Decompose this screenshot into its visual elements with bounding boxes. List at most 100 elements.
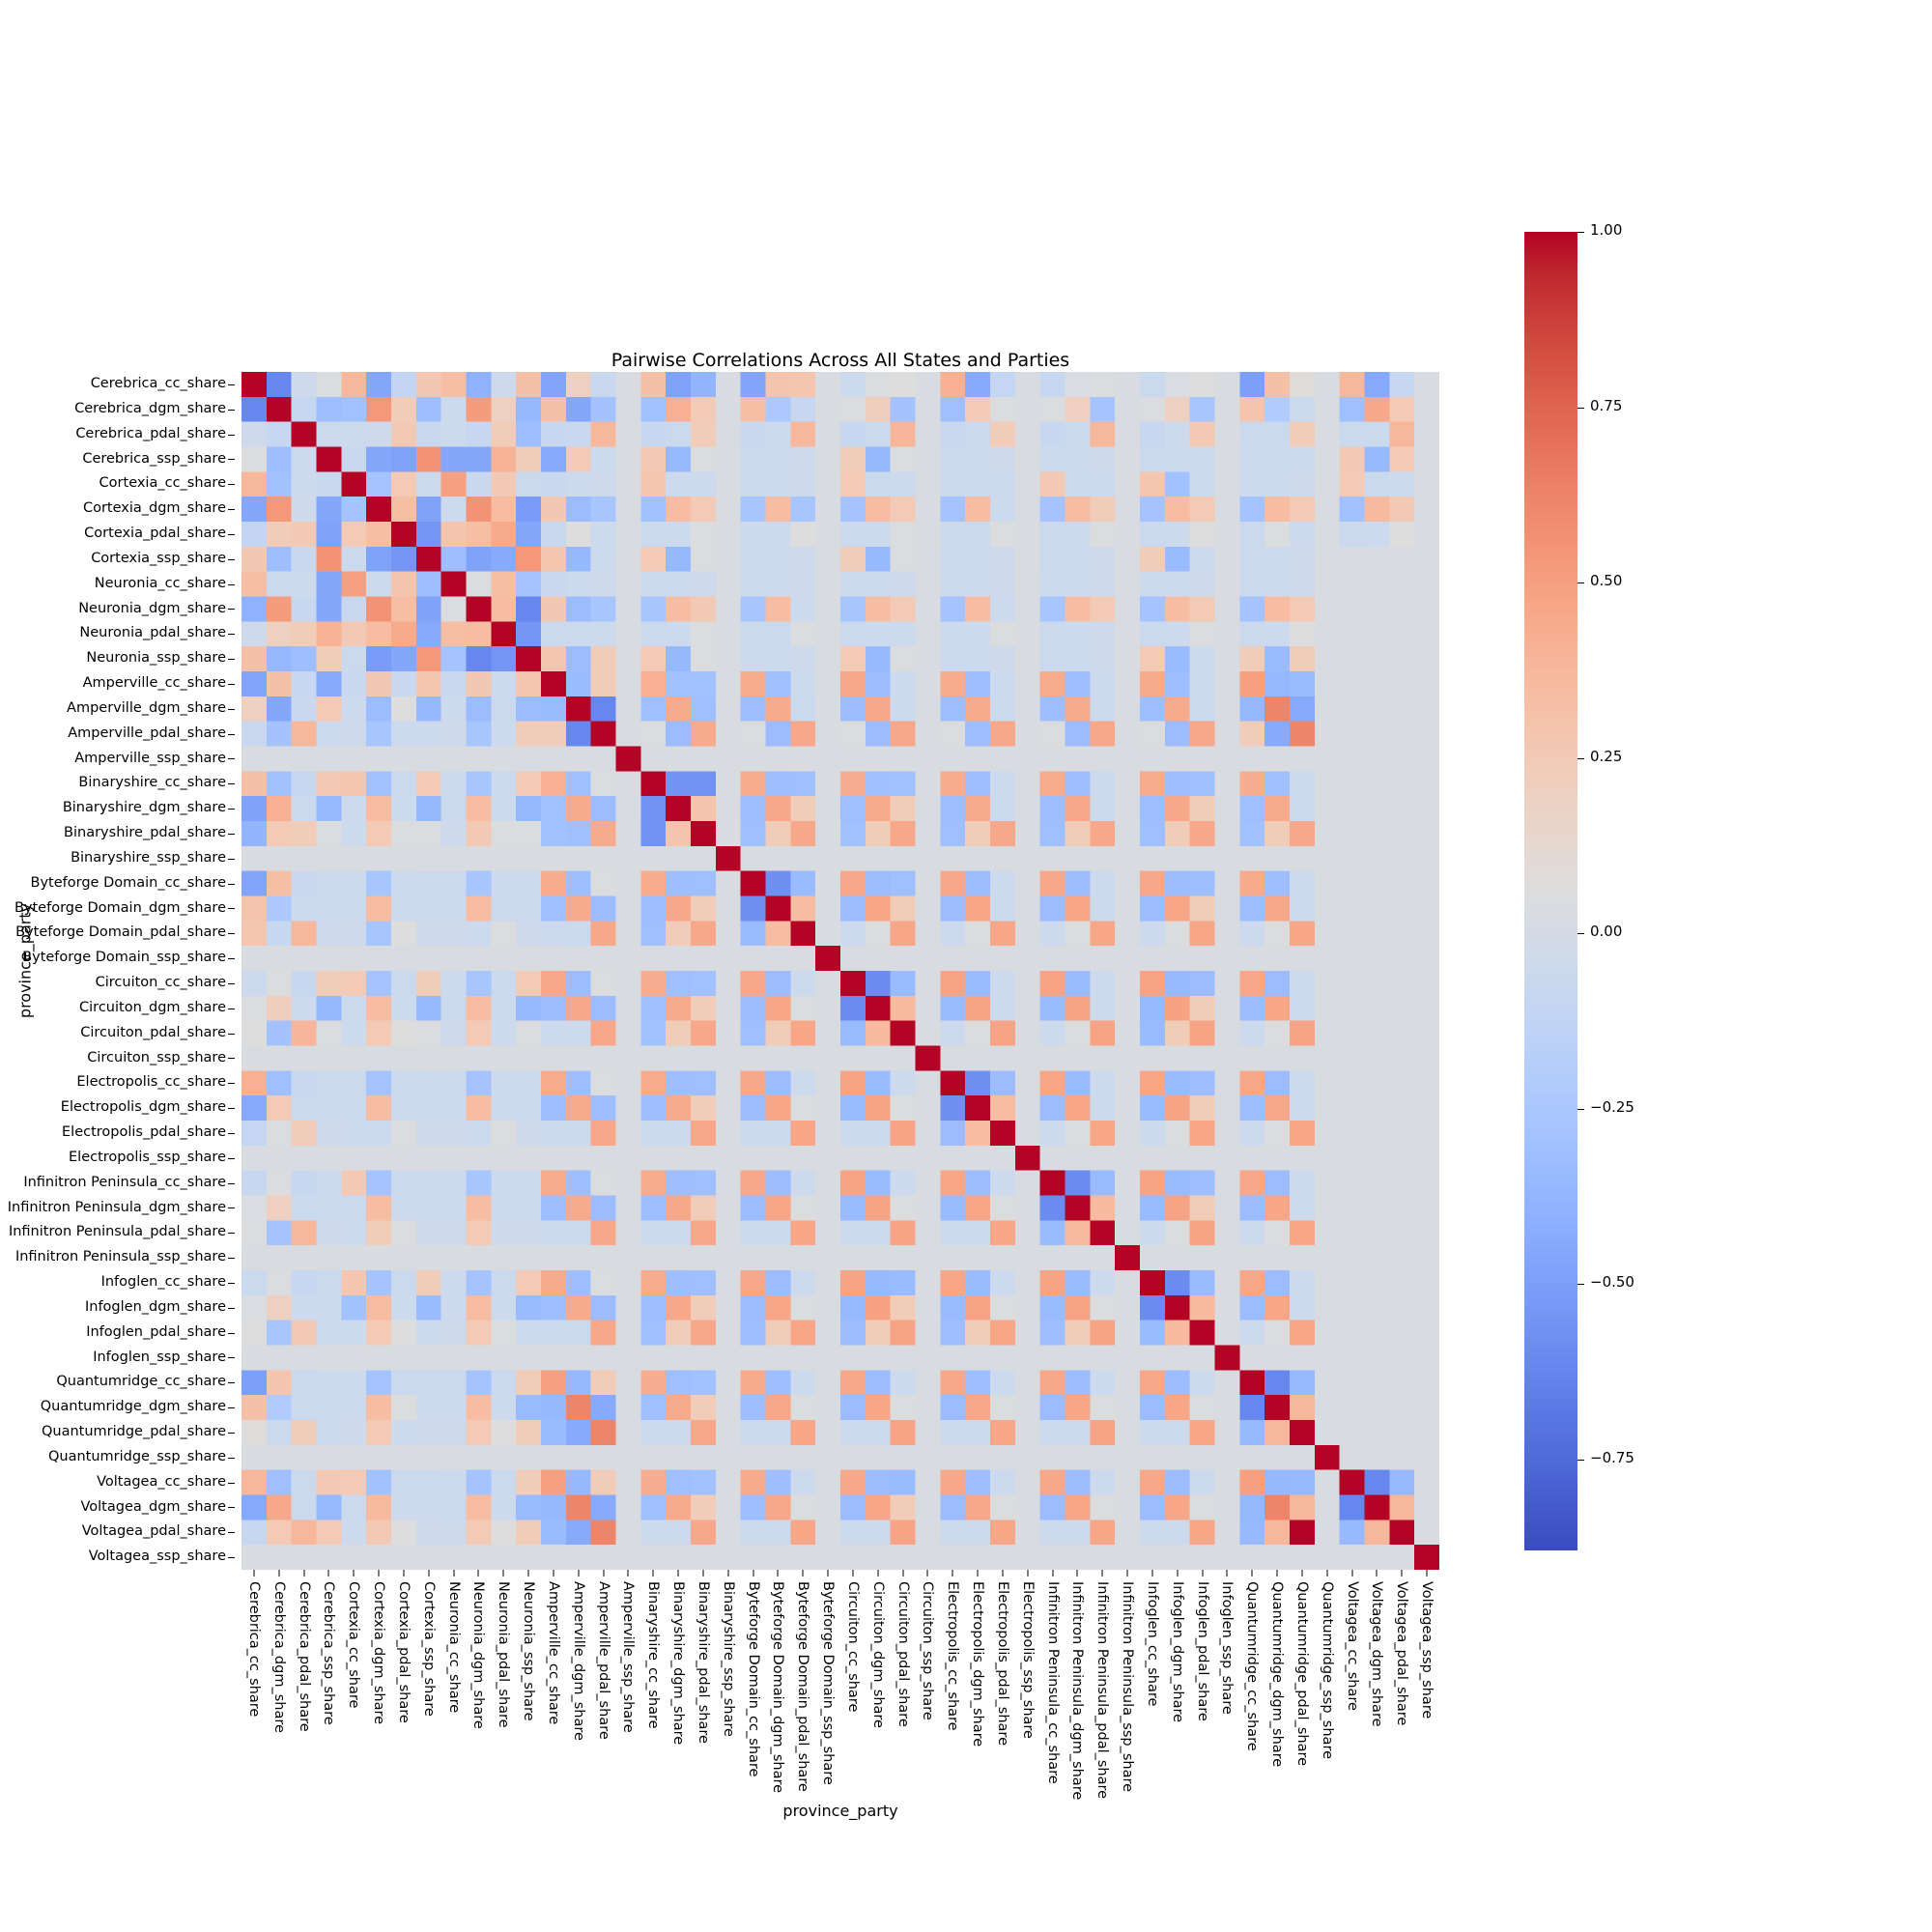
y-tick-mark [228, 809, 235, 810]
x-tick-mark [453, 1570, 455, 1577]
x-tick-label: Amperville_pdal_share [595, 1581, 611, 1740]
x-tick-label: Quantumridge_dgm_share [1269, 1581, 1286, 1768]
y-tick-label: Binaryshire_ssp_share [71, 849, 226, 866]
colorbar [1524, 232, 1577, 1550]
y-tick-mark [228, 1457, 235, 1459]
x-tick-group: Circuiton_dgm_share [866, 1570, 891, 1802]
colorbar-tick-label: 0.50 [1590, 572, 1623, 590]
x-tick-label: Voltagea_dgm_share [1369, 1581, 1385, 1727]
x-tick-mark [1376, 1570, 1378, 1577]
x-tick-mark [1101, 1570, 1103, 1577]
x-tick-label: Infinitron Peninsula_pdal_share [1094, 1581, 1111, 1800]
colorbar-tick-label: 0.75 [1590, 396, 1623, 414]
x-tick-label: Byteforge Domain_cc_share [745, 1581, 761, 1777]
colorbar-tick-mark [1577, 582, 1584, 584]
x-tick-group: Infinitron Peninsula_dgm_share [1065, 1570, 1091, 1802]
x-tick-label: Cortexia_pdal_share [395, 1581, 412, 1723]
x-tick-label: Infinitron Peninsula_ssp_share [1120, 1581, 1136, 1793]
y-tick-label: Quantumridge_cc_share [56, 1374, 226, 1390]
y-tick-mark [228, 708, 235, 710]
y-tick-label: Neuronia_cc_share [94, 575, 226, 591]
x-tick-label: Circuiton_ssp_share [920, 1581, 936, 1720]
x-tick-group: Circuiton_cc_share [840, 1570, 866, 1802]
y-tick-label: Cortexia_dgm_share [82, 500, 226, 517]
x-tick-label: Cerebrica_pdal_share [296, 1581, 312, 1732]
x-tick-mark [827, 1570, 829, 1577]
x-tick-label: Electropolis_ssp_share [1019, 1581, 1036, 1739]
x-tick-mark [1002, 1570, 1004, 1577]
y-tick-mark [228, 459, 235, 461]
y-tick-label: Infoglen_pdal_share [86, 1323, 226, 1340]
x-tick-mark [627, 1570, 629, 1577]
y-tick-mark [228, 1132, 235, 1134]
x-tick-group: Binaryshire_dgm_share [666, 1570, 691, 1802]
x-tick-mark [578, 1570, 580, 1577]
x-tick-group: Cortexia_pdal_share [391, 1570, 416, 1802]
y-tick-label: Quantumridge_dgm_share [40, 1399, 226, 1415]
y-tick-mark [228, 583, 235, 585]
colorbar-tick-labels: 1.00 0.75 0.50 0.25 0.00 −0.25 −0.50 −0.75 [1577, 221, 1771, 1550]
x-tick-mark [353, 1570, 355, 1577]
x-tick-group: Byteforge Domain_ssp_share [815, 1570, 840, 1802]
y-tick-label: Binaryshire_dgm_share [62, 800, 226, 816]
colorbar-tick-mark [1577, 232, 1584, 233]
x-tick-label: Byteforge Domain_pdal_share [795, 1581, 811, 1792]
x-tick-label: Neuronia_ssp_share [521, 1581, 537, 1721]
y-tick-label: Cortexia_pdal_share [84, 526, 226, 541]
y-tick-mark [228, 1557, 235, 1559]
y-tick-label: Byteforge Domain_dgm_share [14, 899, 226, 916]
x-tick-group: Binaryshire_ssp_share [716, 1570, 741, 1802]
y-tick-label: Infoglen_dgm_share [84, 1298, 226, 1315]
y-axis-label: province_party [15, 902, 35, 1019]
y-tick-label: Voltagea_ssp_share [88, 1548, 226, 1565]
x-tick-label: Circuiton_cc_share [844, 1581, 861, 1713]
x-tick-group: Quantumridge_dgm_share [1264, 1570, 1290, 1802]
colorbar-tick-mark [1577, 1459, 1584, 1461]
x-tick-label: Cortexia_dgm_share [371, 1581, 387, 1725]
y-tick-mark [228, 1332, 235, 1334]
x-tick-label: Electropolis_pdal_share [994, 1581, 1010, 1746]
y-tick-label: Byteforge Domain_cc_share [30, 874, 226, 891]
y-tick-label: Voltagea_dgm_share [80, 1498, 226, 1515]
x-tick-mark [1202, 1570, 1204, 1577]
x-tick-label: Binaryshire_ssp_share [720, 1581, 736, 1737]
y-tick-mark [228, 659, 235, 661]
x-tick-mark [253, 1570, 255, 1577]
y-tick-mark [228, 883, 235, 885]
x-tick-label: Electropolis_cc_share [945, 1581, 961, 1731]
colorbar-tick-mark [1577, 1284, 1584, 1286]
heatmap-cells [242, 372, 1439, 1570]
y-tick-mark [228, 1482, 235, 1484]
x-tick-label: Electropolis_dgm_share [970, 1581, 986, 1747]
y-tick-label: Quantumridge_ssp_share [47, 1448, 226, 1464]
x-tick-label: Neuronia_cc_share [445, 1581, 462, 1714]
y-tick-mark [228, 484, 235, 486]
x-tick-mark [327, 1570, 329, 1577]
x-tick-label: Neuronia_pdal_share [496, 1581, 512, 1728]
y-tick-mark [228, 533, 235, 535]
y-tick-mark [228, 609, 235, 611]
x-tick-group: Electropolis_ssp_share [1015, 1570, 1040, 1802]
x-tick-label: Voltagea_cc_share [1344, 1581, 1360, 1711]
x-tick-group: Infoglen_pdal_share [1190, 1570, 1215, 1802]
x-tick-label: Infoglen_cc_share [1144, 1581, 1160, 1707]
y-tick-label: Electropolis_pdal_share [62, 1124, 226, 1140]
y-tick-label: Infinitron Peninsula_cc_share [23, 1174, 226, 1190]
y-tick-mark [228, 1307, 235, 1309]
x-tick-label: Cerebrica_dgm_share [270, 1581, 287, 1733]
x-tick-mark [802, 1570, 804, 1577]
x-tick-group: Quantumridge_cc_share [1239, 1570, 1264, 1802]
x-tick-label: Byteforge Domain_ssp_share [820, 1581, 837, 1785]
y-tick-label: Circuiton_cc_share [95, 975, 226, 990]
x-tick-mark [1151, 1570, 1153, 1577]
colorbar-gradient [1524, 232, 1577, 1550]
x-tick-mark [428, 1570, 430, 1577]
y-tick-mark [228, 933, 235, 935]
x-tick-group: Cerebrica_dgm_share [267, 1570, 292, 1802]
y-tick-label: Electropolis_cc_share [76, 1074, 226, 1091]
x-tick-mark [1076, 1570, 1078, 1577]
y-tick-mark [228, 1532, 235, 1534]
x-tick-group: Cortexia_dgm_share [366, 1570, 391, 1802]
x-tick-mark [777, 1570, 779, 1577]
x-tick-mark [1301, 1570, 1303, 1577]
